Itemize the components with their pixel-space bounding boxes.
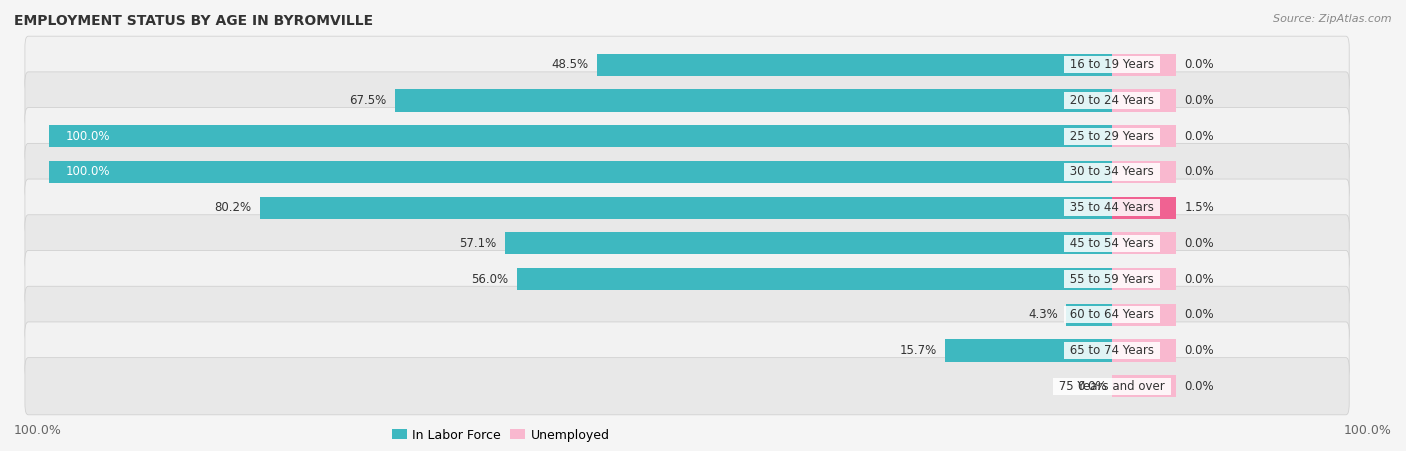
Text: 20 to 24 Years: 20 to 24 Years	[1066, 94, 1159, 107]
Text: 0.0%: 0.0%	[1184, 308, 1213, 321]
FancyBboxPatch shape	[25, 143, 1350, 201]
Text: 100.0%: 100.0%	[14, 424, 62, 437]
Text: 35 to 44 Years: 35 to 44 Years	[1066, 201, 1159, 214]
Text: 57.1%: 57.1%	[460, 237, 496, 250]
Text: 15.7%: 15.7%	[900, 344, 936, 357]
Text: 67.5%: 67.5%	[349, 94, 387, 107]
Text: 80.2%: 80.2%	[214, 201, 252, 214]
Text: 0.0%: 0.0%	[1184, 166, 1213, 179]
Text: 4.3%: 4.3%	[1028, 308, 1057, 321]
Bar	[49, 125, 1112, 147]
Text: 56.0%: 56.0%	[471, 272, 509, 285]
Text: 65 to 74 Years: 65 to 74 Years	[1066, 344, 1159, 357]
Bar	[1112, 125, 1175, 147]
Text: 45 to 54 Years: 45 to 54 Years	[1066, 237, 1159, 250]
Text: 0.0%: 0.0%	[1184, 380, 1213, 393]
Text: 55 to 59 Years: 55 to 59 Years	[1066, 272, 1159, 285]
Bar	[596, 54, 1112, 76]
Text: 25 to 29 Years: 25 to 29 Years	[1066, 130, 1159, 143]
Bar	[1112, 161, 1175, 183]
Text: 0.0%: 0.0%	[1184, 237, 1213, 250]
Bar	[49, 161, 1112, 183]
Text: 100.0%: 100.0%	[1344, 424, 1392, 437]
Bar	[1112, 89, 1175, 111]
FancyBboxPatch shape	[25, 322, 1350, 379]
Bar	[1112, 304, 1175, 326]
Bar	[517, 268, 1112, 290]
Bar	[1067, 304, 1112, 326]
FancyBboxPatch shape	[25, 250, 1350, 308]
Text: 30 to 34 Years: 30 to 34 Years	[1066, 166, 1159, 179]
Bar	[1112, 268, 1175, 290]
Text: 0.0%: 0.0%	[1077, 380, 1107, 393]
FancyBboxPatch shape	[25, 36, 1350, 93]
Text: 0.0%: 0.0%	[1184, 130, 1213, 143]
FancyBboxPatch shape	[25, 108, 1350, 165]
Bar	[1112, 197, 1175, 219]
FancyBboxPatch shape	[25, 286, 1350, 343]
Text: 100.0%: 100.0%	[65, 166, 110, 179]
Bar	[1112, 340, 1175, 362]
Bar	[1112, 232, 1175, 254]
Text: 0.0%: 0.0%	[1184, 58, 1213, 71]
Bar	[260, 197, 1112, 219]
Text: Source: ZipAtlas.com: Source: ZipAtlas.com	[1274, 14, 1392, 23]
Bar	[505, 232, 1112, 254]
Text: EMPLOYMENT STATUS BY AGE IN BYROMVILLE: EMPLOYMENT STATUS BY AGE IN BYROMVILLE	[14, 14, 373, 28]
FancyBboxPatch shape	[25, 179, 1350, 236]
Text: 48.5%: 48.5%	[551, 58, 588, 71]
Text: 100.0%: 100.0%	[65, 130, 110, 143]
Bar	[395, 89, 1112, 111]
Bar	[945, 340, 1112, 362]
FancyBboxPatch shape	[25, 358, 1350, 415]
FancyBboxPatch shape	[25, 72, 1350, 129]
Text: 75 Years and over: 75 Years and over	[1056, 380, 1168, 393]
Text: 0.0%: 0.0%	[1184, 344, 1213, 357]
Text: 1.5%: 1.5%	[1184, 201, 1215, 214]
Text: 16 to 19 Years: 16 to 19 Years	[1066, 58, 1159, 71]
Text: 60 to 64 Years: 60 to 64 Years	[1066, 308, 1159, 321]
Bar	[1112, 375, 1175, 397]
Bar	[1112, 54, 1175, 76]
Text: 0.0%: 0.0%	[1184, 94, 1213, 107]
Legend: In Labor Force, Unemployed: In Labor Force, Unemployed	[387, 423, 614, 446]
Text: 0.0%: 0.0%	[1184, 272, 1213, 285]
FancyBboxPatch shape	[25, 215, 1350, 272]
